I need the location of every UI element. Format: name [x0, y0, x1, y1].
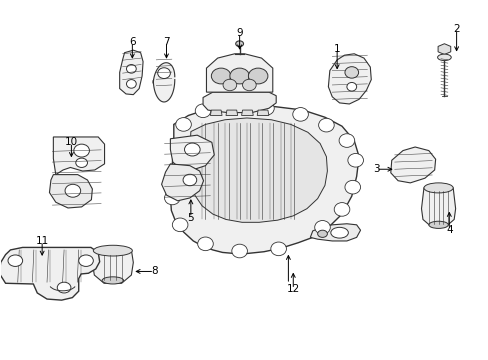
Ellipse shape [235, 41, 243, 46]
Ellipse shape [197, 237, 213, 251]
Ellipse shape [330, 227, 347, 238]
Text: 5: 5 [187, 213, 194, 222]
Ellipse shape [317, 230, 327, 237]
Polygon shape [310, 224, 360, 241]
Polygon shape [170, 135, 214, 170]
Ellipse shape [223, 79, 236, 91]
Ellipse shape [344, 67, 358, 78]
Text: 8: 8 [151, 266, 157, 276]
Polygon shape [421, 188, 455, 226]
Ellipse shape [8, 255, 22, 266]
Polygon shape [92, 250, 133, 283]
Ellipse shape [437, 54, 450, 60]
Ellipse shape [126, 80, 136, 88]
Ellipse shape [229, 68, 249, 84]
Ellipse shape [76, 158, 87, 167]
Ellipse shape [184, 143, 200, 156]
Text: 12: 12 [286, 284, 299, 294]
Ellipse shape [346, 82, 356, 91]
Ellipse shape [74, 144, 89, 157]
Ellipse shape [338, 134, 354, 147]
Ellipse shape [183, 174, 196, 186]
Polygon shape [206, 54, 272, 92]
Ellipse shape [428, 221, 447, 228]
Polygon shape [189, 118, 327, 222]
Text: 4: 4 [445, 225, 452, 235]
Polygon shape [170, 105, 358, 253]
Polygon shape [210, 110, 222, 116]
Polygon shape [203, 92, 276, 113]
Ellipse shape [333, 203, 349, 216]
Ellipse shape [102, 277, 123, 284]
Ellipse shape [242, 79, 256, 91]
Polygon shape [241, 110, 253, 116]
Polygon shape [257, 110, 268, 116]
Polygon shape [49, 175, 92, 208]
Polygon shape [161, 164, 203, 201]
Text: 3: 3 [372, 164, 379, 174]
Ellipse shape [231, 244, 247, 258]
Polygon shape [0, 247, 100, 300]
Ellipse shape [248, 68, 267, 84]
Ellipse shape [65, 184, 81, 197]
Ellipse shape [226, 100, 242, 113]
Ellipse shape [270, 242, 286, 256]
Ellipse shape [195, 104, 210, 118]
Ellipse shape [172, 218, 187, 231]
Polygon shape [120, 50, 143, 95]
Ellipse shape [347, 153, 363, 167]
Text: 6: 6 [129, 37, 135, 47]
Ellipse shape [258, 102, 274, 115]
Ellipse shape [211, 68, 230, 84]
Text: 7: 7 [163, 37, 169, 47]
Polygon shape [225, 110, 237, 116]
Text: 2: 2 [452, 24, 459, 35]
Ellipse shape [126, 64, 136, 73]
Text: 10: 10 [65, 138, 78, 147]
Ellipse shape [314, 221, 330, 234]
Ellipse shape [344, 180, 360, 194]
Polygon shape [328, 54, 370, 104]
Ellipse shape [175, 118, 191, 131]
Ellipse shape [423, 183, 452, 193]
Polygon shape [390, 147, 435, 183]
Text: 1: 1 [333, 44, 340, 54]
Ellipse shape [292, 108, 308, 121]
Text: 11: 11 [36, 236, 49, 246]
Ellipse shape [93, 245, 132, 256]
Ellipse shape [79, 255, 93, 266]
Ellipse shape [318, 118, 333, 132]
Ellipse shape [158, 68, 170, 78]
Text: 9: 9 [236, 28, 243, 38]
Ellipse shape [57, 282, 71, 293]
Polygon shape [53, 137, 104, 175]
Polygon shape [437, 44, 450, 54]
Ellipse shape [164, 191, 180, 205]
Polygon shape [153, 63, 174, 102]
